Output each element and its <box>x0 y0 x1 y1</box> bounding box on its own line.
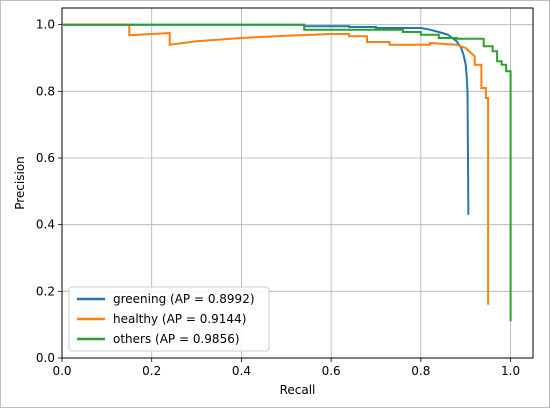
y-tick-label: 0.2 <box>36 284 55 298</box>
y-tick-label: 1.0 <box>36 18 55 32</box>
series-line-0 <box>62 23 470 215</box>
y-axis-title: Precision <box>13 156 27 210</box>
y-tick-label: 0.0 <box>36 351 55 365</box>
legend-label-0: greening (AP = 0.8992) <box>113 292 255 306</box>
legend: greening (AP = 0.8992) healthy (AP = 0.91… <box>68 286 270 352</box>
plot-area-border <box>61 7 534 359</box>
x-tick-label: 0.4 <box>232 364 251 378</box>
x-tick-label: 0.0 <box>52 364 71 378</box>
series-line-1 <box>62 23 490 305</box>
legend-label-1: healthy (AP = 0.9144) <box>113 312 246 326</box>
y-tick-label: 0.6 <box>36 151 55 165</box>
legend-label-2: others (AP = 0.9856) <box>113 332 240 346</box>
x-tick-label: 1.0 <box>501 364 520 378</box>
y-tick-label: 0.8 <box>36 84 55 98</box>
ticks: 0.0 0.2 0.4 0.6 0.8 1.0 0.0 0.2 0.4 0.6 0.8 1.0 <box>36 18 520 378</box>
legend-box <box>68 286 270 352</box>
series-line-2 <box>62 23 512 322</box>
y-tick-label: 0.4 <box>36 218 55 232</box>
x-tick-label: 0.2 <box>142 364 161 378</box>
series-layer <box>62 23 512 322</box>
x-axis-title: Recall <box>280 383 316 397</box>
x-tick-label: 0.8 <box>411 364 430 378</box>
x-tick-label: 0.6 <box>322 364 341 378</box>
